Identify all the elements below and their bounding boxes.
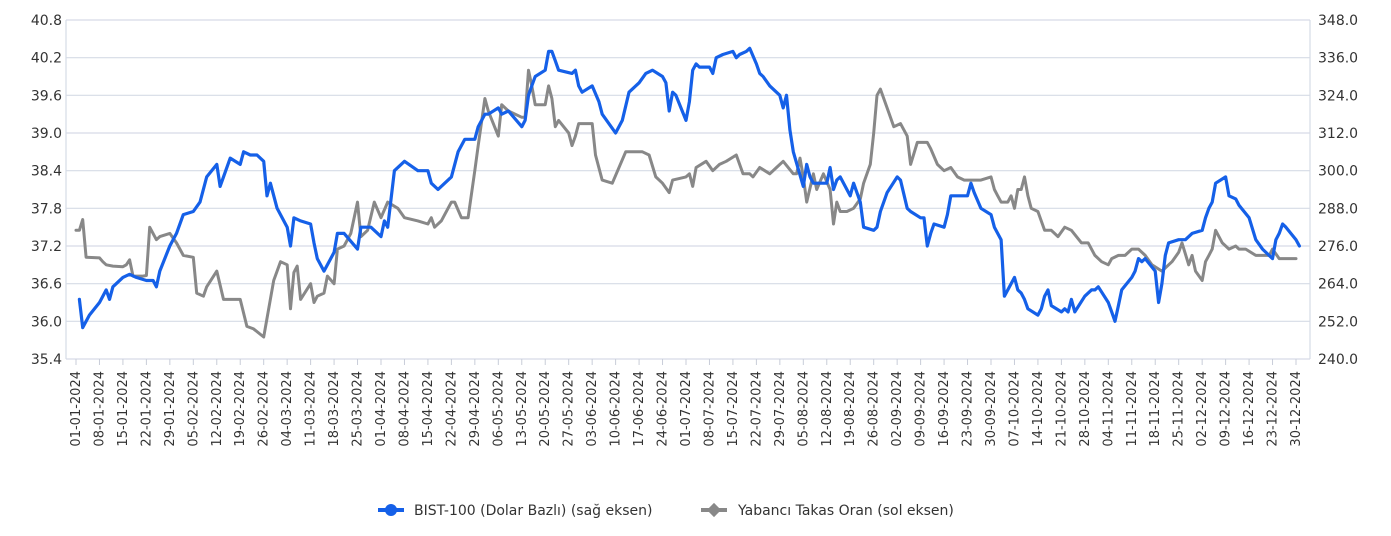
x-axis-tick-label: 14-10-2024 (1031, 371, 1046, 447)
legend[interactable]: BIST-100 (Dolar Bazlı) (sağ eksen) Yaban… (378, 502, 954, 519)
left-axis-tick-label: 38.4 (31, 164, 62, 180)
x-axis-tick-label: 13-05-2024 (515, 371, 530, 447)
left-axis-tick-label: 40.8 (31, 13, 62, 29)
legend-marker-yabanci-takas-icon (706, 502, 722, 518)
x-axis-tick-label: 28-10-2024 (1078, 371, 1093, 447)
x-axis-tick-label: 17-06-2024 (632, 371, 647, 447)
x-axis-ticks: 01-01-2024 08-01-2024 15-01-2024 22-01-2024… (69, 359, 1304, 447)
x-axis-tick-label: 25-03-2024 (351, 371, 366, 447)
x-axis-tick-label: 08-07-2024 (702, 371, 717, 447)
x-axis-tick-label: 07-10-2024 (1007, 371, 1022, 447)
x-axis-tick-label: 16-12-2024 (1242, 371, 1257, 447)
x-axis-tick-label: 15-07-2024 (726, 371, 741, 447)
x-axis-tick-label: 16-09-2024 (937, 371, 952, 447)
x-axis-tick-label: 21-10-2024 (1054, 371, 1069, 447)
left-axis-tick-label: 35.4 (31, 352, 62, 368)
left-axis-tick-label: 40.2 (31, 51, 62, 67)
x-axis-tick-label: 29-01-2024 (163, 371, 178, 447)
x-axis-tick-label: 30-12-2024 (1289, 371, 1304, 447)
right-axis-tick-label: 264.0 (1318, 277, 1358, 293)
right-axis-tick-label: 276.0 (1318, 239, 1358, 255)
x-axis-tick-label: 09-12-2024 (1219, 371, 1234, 447)
x-axis-tick-label: 05-08-2024 (796, 371, 811, 447)
x-axis-tick-label: 15-01-2024 (116, 371, 131, 447)
x-axis-tick-label: 22-01-2024 (139, 371, 154, 447)
left-axis-ticks: 40.8 40.2 39.6 39.0 38.4 37.8 37.2 36.6 36.0 35.4 (31, 13, 62, 368)
left-axis-tick-label: 36.0 (31, 314, 62, 330)
x-axis-tick-label: 02-09-2024 (890, 371, 905, 447)
x-axis-tick-label: 26-02-2024 (257, 371, 272, 447)
legend-item-yabanci-takas[interactable]: Yabancı Takas Oran (sol eksen) (701, 502, 954, 519)
series-lines (74, 46, 1302, 339)
x-axis-tick-label: 19-08-2024 (843, 371, 858, 447)
series-line-bist100 (77, 46, 1302, 330)
x-axis-tick-label: 01-01-2024 (69, 371, 84, 447)
x-axis-tick-label: 25-11-2024 (1172, 371, 1187, 447)
left-axis-tick-label: 39.6 (31, 88, 62, 104)
x-axis-tick-label: 29-07-2024 (773, 371, 788, 447)
legend-label-bist100: BIST-100 (Dolar Bazlı) (sağ eksen) (414, 503, 652, 519)
x-axis-tick-label: 04-03-2024 (280, 371, 295, 447)
x-axis-tick-label: 10-06-2024 (609, 371, 624, 447)
x-axis-tick-label: 30-09-2024 (984, 371, 999, 447)
x-axis-tick-label: 18-03-2024 (327, 371, 342, 447)
x-axis-tick-label: 22-04-2024 (444, 371, 459, 447)
x-axis-tick-label: 23-12-2024 (1266, 371, 1281, 447)
right-axis-ticks: 348.0 336.0 324.0 312.0 300.0 288.0 276.0 264.0… (1318, 13, 1358, 368)
x-axis-tick-label: 18-11-2024 (1148, 371, 1163, 447)
legend-item-bist100[interactable]: BIST-100 (Dolar Bazlı) (sağ eksen) (378, 503, 652, 519)
legend-marker-bist100-icon (385, 504, 397, 516)
right-axis-tick-label: 240.0 (1318, 352, 1358, 368)
right-axis-tick-label: 312.0 (1318, 126, 1358, 142)
left-axis-tick-label: 37.8 (31, 201, 62, 217)
x-axis-tick-label: 29-04-2024 (468, 371, 483, 447)
gridlines (65, 19, 1311, 360)
x-axis-tick-label: 04-11-2024 (1101, 371, 1116, 447)
x-axis-tick-label: 24-06-2024 (656, 371, 671, 447)
x-axis-tick-label: 20-05-2024 (538, 371, 553, 447)
x-axis-tick-label: 02-12-2024 (1195, 371, 1210, 447)
x-axis-tick-label: 23-09-2024 (961, 371, 976, 447)
x-axis-tick-label: 11-03-2024 (304, 371, 319, 447)
right-axis-tick-label: 336.0 (1318, 51, 1358, 67)
x-axis-tick-label: 09-09-2024 (914, 371, 929, 447)
series-line-yabanci-takas (74, 68, 1298, 339)
x-axis-tick-label: 19-02-2024 (233, 371, 248, 447)
x-axis-tick-label: 01-07-2024 (679, 371, 694, 447)
x-axis-tick-label: 05-02-2024 (186, 371, 201, 447)
legend-label-yabanci-takas: Yabancı Takas Oran (sol eksen) (737, 503, 954, 519)
right-axis-tick-label: 288.0 (1318, 201, 1358, 217)
x-axis-tick-label: 03-06-2024 (585, 371, 600, 447)
x-axis-tick-label: 08-01-2024 (92, 371, 107, 447)
x-axis-tick-label: 12-08-2024 (820, 371, 835, 447)
right-axis-tick-label: 252.0 (1318, 314, 1358, 330)
right-axis-tick-label: 300.0 (1318, 164, 1358, 180)
x-axis-tick-label: 22-07-2024 (749, 371, 764, 447)
left-axis-tick-label: 36.6 (31, 277, 62, 293)
x-axis-tick-label: 27-05-2024 (562, 371, 577, 447)
x-axis-tick-label: 15-04-2024 (421, 371, 436, 447)
x-axis-tick-label: 11-11-2024 (1125, 371, 1140, 447)
x-axis-tick-label: 01-04-2024 (374, 371, 389, 447)
right-axis-tick-label: 324.0 (1318, 88, 1358, 104)
x-axis-tick-label: 06-05-2024 (491, 371, 506, 447)
x-axis-tick-label: 08-04-2024 (397, 371, 412, 447)
left-axis-tick-label: 39.0 (31, 126, 62, 142)
right-axis-tick-label: 348.0 (1318, 13, 1358, 29)
x-axis-tick-label: 12-02-2024 (210, 371, 225, 447)
x-axis-tick-label: 26-08-2024 (867, 371, 882, 447)
left-axis-tick-label: 37.2 (31, 239, 62, 255)
